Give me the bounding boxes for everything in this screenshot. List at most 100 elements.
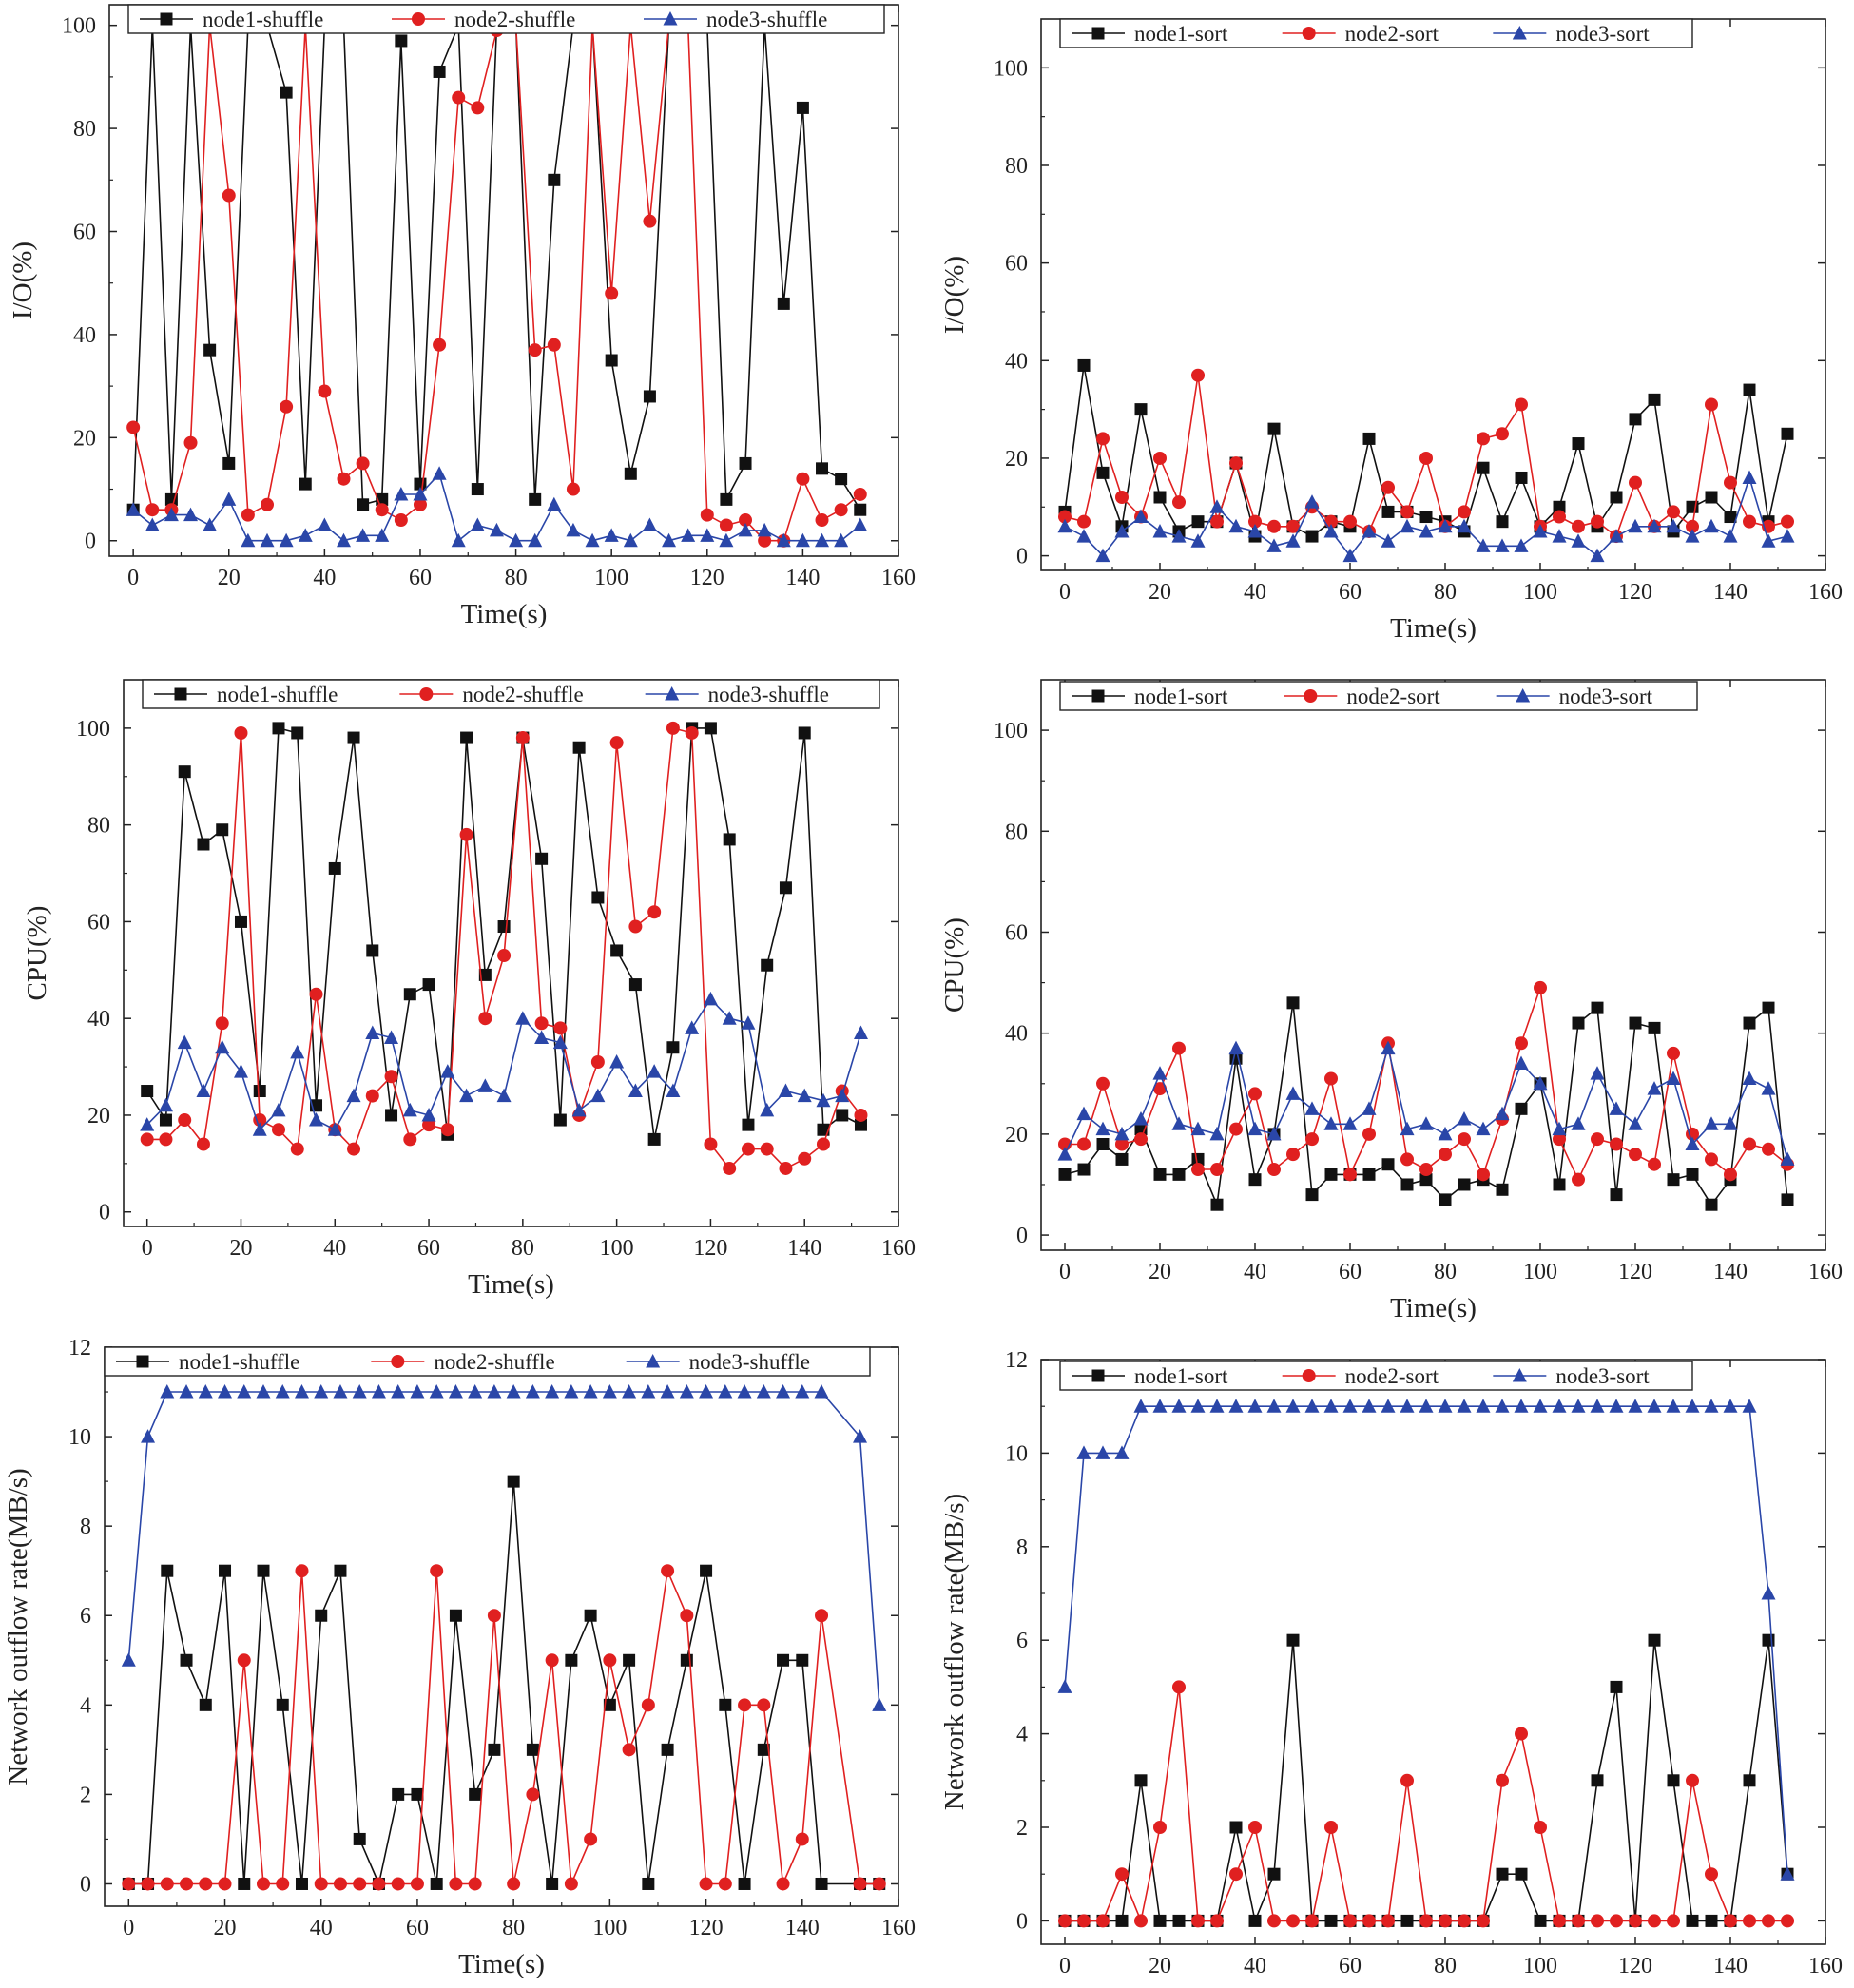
data-point [126, 502, 141, 516]
x-tick-label: 40 [1244, 580, 1266, 605]
data-point [1114, 1445, 1130, 1459]
x-tick-label: 20 [229, 1236, 252, 1261]
data-point [1133, 1399, 1149, 1413]
data-point [290, 1044, 305, 1059]
legend-marker [174, 687, 187, 701]
data-point [1400, 1773, 1414, 1787]
data-point [402, 1102, 417, 1117]
data-point [718, 1384, 733, 1399]
data-point [314, 1877, 328, 1891]
data-point [196, 1083, 211, 1098]
data-point [234, 725, 248, 740]
data-point [1115, 491, 1129, 505]
legend-marker [412, 12, 425, 26]
data-point [1304, 494, 1320, 509]
data-point [661, 1564, 675, 1578]
data-point [853, 1877, 867, 1891]
data-point [1172, 1914, 1186, 1927]
data-point [141, 1877, 155, 1891]
data-point [526, 1787, 540, 1802]
data-point [1286, 996, 1300, 1010]
data-point [1247, 1399, 1263, 1413]
data-point [565, 1653, 578, 1667]
data-point [1780, 1151, 1795, 1166]
x-tick-label: 120 [689, 1916, 724, 1940]
data-point [1191, 1163, 1205, 1177]
data-point [1477, 461, 1490, 474]
data-point [141, 1429, 156, 1443]
data-point [585, 532, 600, 548]
series-line [146, 727, 861, 1141]
data-point [392, 1787, 405, 1801]
data-point [718, 1877, 732, 1891]
data-point [816, 1092, 831, 1108]
data-point [448, 1384, 463, 1399]
legend-marker [136, 1355, 149, 1368]
data-point [272, 1123, 285, 1137]
data-point [1762, 1142, 1775, 1156]
legend-label: node3-shuffle [706, 8, 827, 31]
data-point [647, 1132, 661, 1146]
data-point [1172, 1680, 1186, 1694]
data-point [1515, 1036, 1528, 1051]
data-point [719, 532, 734, 548]
data-point [796, 1653, 809, 1667]
data-point [1477, 432, 1490, 446]
x-tick-label: 60 [1339, 1954, 1362, 1978]
data-point [1342, 1116, 1358, 1130]
y-tick-label: 100 [994, 719, 1028, 743]
legend-label: node1-sort [1134, 22, 1228, 46]
data-point [776, 532, 791, 548]
x-axis-label: Time(s) [1390, 1293, 1477, 1323]
data-point [260, 532, 275, 548]
data-point [529, 492, 542, 506]
data-point [816, 462, 829, 475]
data-point [796, 101, 809, 114]
data-point [410, 1877, 424, 1891]
data-point [1267, 422, 1281, 435]
data-point [1343, 514, 1357, 529]
data-point [1724, 511, 1737, 524]
data-point [1685, 1399, 1700, 1413]
data-point [237, 1653, 251, 1668]
data-point [795, 532, 810, 548]
data-point [178, 1113, 192, 1128]
data-point [203, 343, 217, 357]
data-point [815, 1877, 828, 1890]
series-line [1064, 1405, 1788, 1875]
y-tick-label: 12 [68, 1336, 91, 1361]
data-point [1647, 1081, 1662, 1095]
x-tick-label: 60 [406, 1916, 429, 1940]
data-point [854, 1118, 867, 1131]
data-point [872, 1697, 887, 1711]
data-point [430, 1564, 444, 1578]
data-point [1153, 1914, 1167, 1927]
data-point [1419, 451, 1433, 465]
data-point [1667, 1774, 1680, 1787]
x-tick-label: 160 [881, 1236, 916, 1261]
legend-marker [646, 1354, 661, 1368]
data-point [1704, 518, 1719, 533]
x-tick-label: 20 [218, 566, 241, 590]
data-point [183, 435, 198, 450]
legend-label: node2-sort [1346, 685, 1440, 708]
data-point [1267, 1163, 1281, 1177]
data-point [1514, 1399, 1529, 1413]
data-point [1610, 1188, 1623, 1202]
data-point [622, 1384, 637, 1399]
data-point [1609, 529, 1624, 543]
chart-cpu-shuffle: 0 20 40 60 80 100 120 140 160 0 20 40 60 80 100 Time(s)… [22, 679, 916, 1300]
data-point [525, 1384, 540, 1399]
data-point [1591, 1001, 1604, 1014]
x-tick-label: 60 [409, 566, 432, 590]
data-point [1591, 514, 1604, 529]
data-point [739, 513, 753, 528]
data-point [291, 726, 304, 740]
data-point [662, 532, 677, 548]
data-point [757, 1743, 770, 1756]
data-point [1304, 1101, 1320, 1115]
data-point [700, 508, 714, 522]
series-line [132, 24, 861, 511]
legend: node1-sort node2-sort node3-sort [1059, 18, 1693, 48]
data-point [624, 467, 637, 480]
